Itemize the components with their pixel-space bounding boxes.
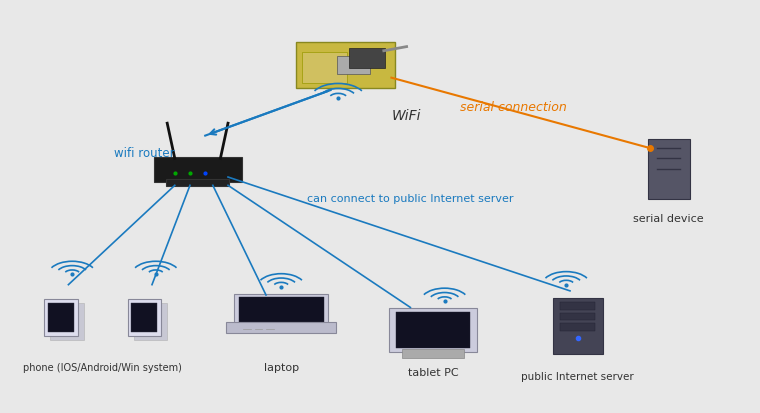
FancyBboxPatch shape (48, 303, 74, 332)
FancyBboxPatch shape (349, 49, 385, 69)
Text: serial connection: serial connection (460, 101, 566, 114)
FancyBboxPatch shape (44, 300, 78, 336)
FancyBboxPatch shape (50, 303, 84, 339)
FancyBboxPatch shape (337, 57, 370, 75)
FancyBboxPatch shape (128, 300, 161, 336)
Text: wifi router: wifi router (114, 146, 175, 159)
Text: WiFi: WiFi (392, 109, 421, 123)
FancyBboxPatch shape (234, 294, 328, 325)
FancyBboxPatch shape (402, 349, 464, 358)
Text: tablet PC: tablet PC (408, 367, 458, 377)
Text: public Internet server: public Internet server (521, 371, 634, 381)
FancyBboxPatch shape (389, 309, 477, 352)
FancyBboxPatch shape (166, 179, 229, 186)
Text: phone (IOS/Android/Win system): phone (IOS/Android/Win system) (23, 363, 182, 373)
FancyBboxPatch shape (239, 297, 324, 323)
Text: laptop: laptop (264, 363, 299, 373)
FancyBboxPatch shape (553, 298, 603, 354)
FancyBboxPatch shape (226, 323, 336, 333)
FancyBboxPatch shape (396, 313, 470, 348)
FancyBboxPatch shape (302, 53, 347, 83)
Text: serial device: serial device (634, 214, 704, 224)
FancyBboxPatch shape (560, 303, 595, 310)
FancyBboxPatch shape (560, 313, 595, 320)
FancyBboxPatch shape (131, 303, 157, 332)
FancyBboxPatch shape (648, 139, 690, 199)
Text: can connect to public Internet server: can connect to public Internet server (307, 193, 514, 203)
FancyBboxPatch shape (154, 158, 242, 183)
FancyBboxPatch shape (560, 323, 595, 331)
FancyBboxPatch shape (134, 303, 167, 339)
FancyBboxPatch shape (296, 43, 395, 89)
